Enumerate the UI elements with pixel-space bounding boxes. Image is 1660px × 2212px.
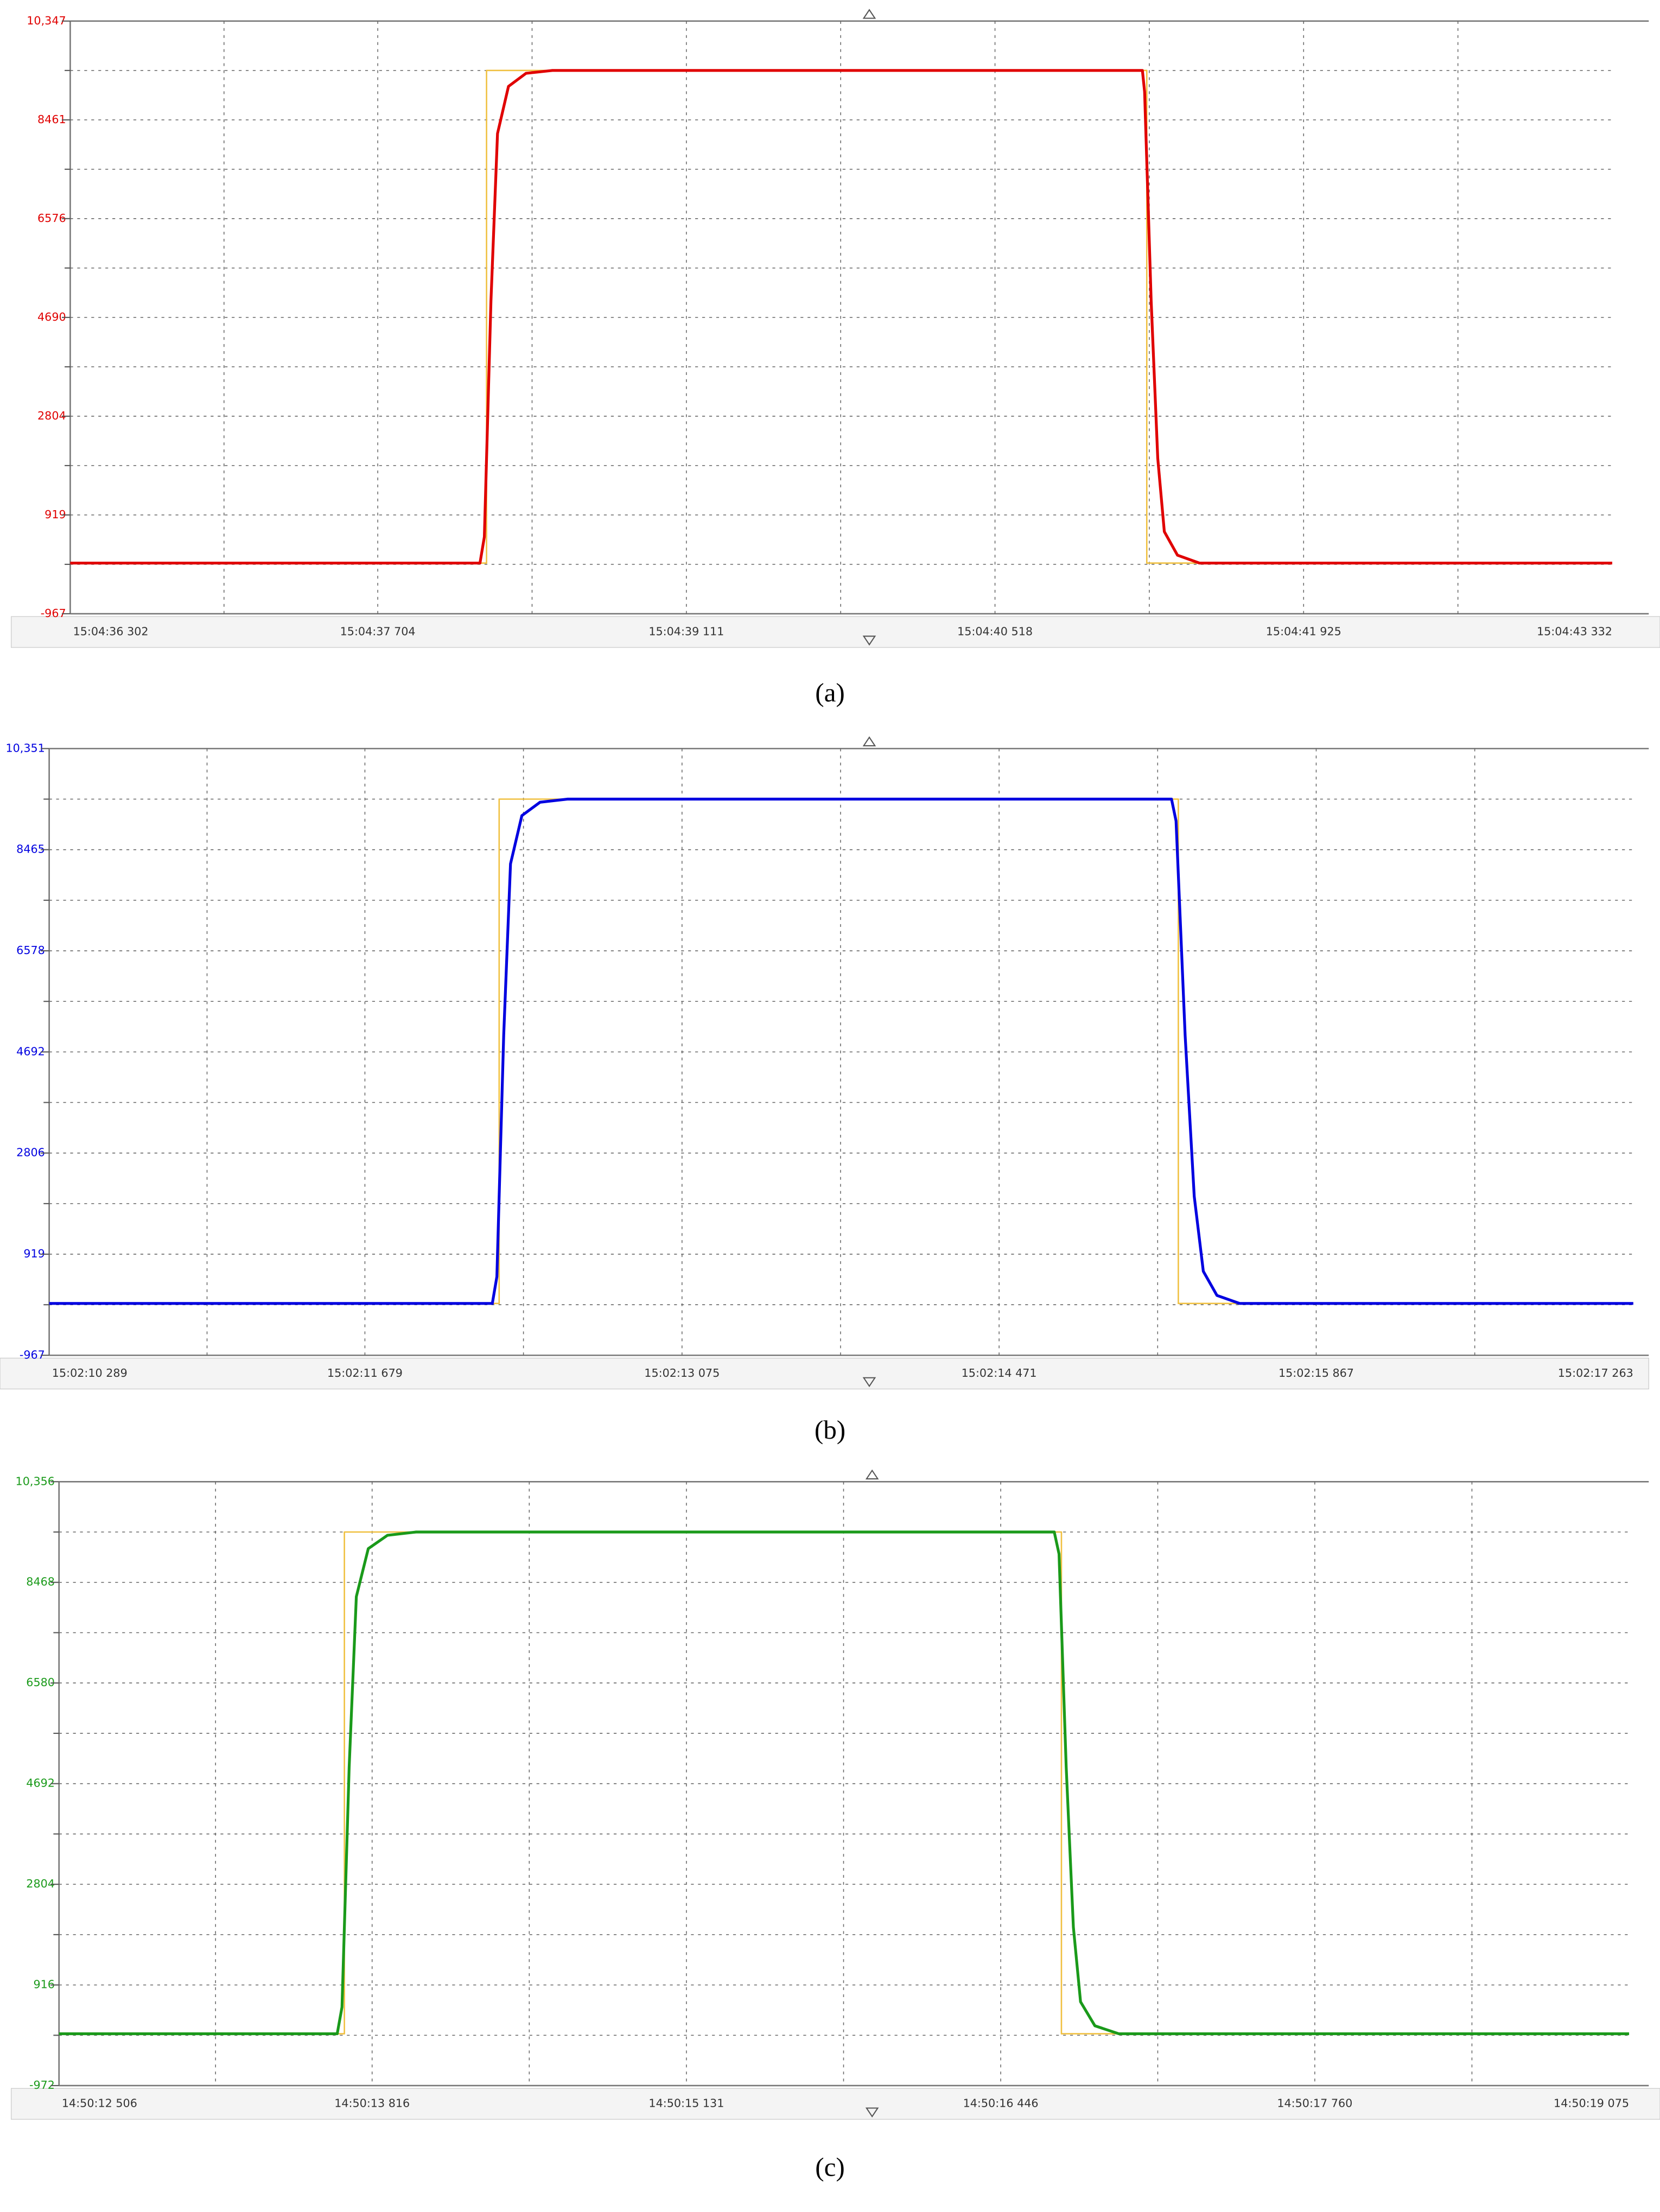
y-tick-label: 6580 — [26, 1676, 55, 1689]
reference-line — [70, 69, 1612, 564]
y-tick-label: 8465 — [16, 843, 45, 856]
x-tick-label: 15:02:14 471 — [962, 1366, 1037, 1380]
x-tick-label: 15:04:39 111 — [648, 625, 724, 638]
y-tick-label: 6578 — [16, 944, 45, 957]
x-tick-label: 14:50:15 131 — [648, 2097, 724, 2110]
x-axis-band — [11, 616, 1660, 648]
caption: (a) — [815, 677, 845, 707]
x-tick-label: 14:50:12 506 — [62, 2097, 137, 2110]
reference-line — [49, 798, 1633, 1305]
x-tick-label: 15:04:37 704 — [340, 625, 416, 638]
y-tick-label: -967 — [20, 1348, 45, 1361]
y-tick-label: -972 — [29, 2078, 55, 2092]
y-tick-label: 2806 — [16, 1146, 45, 1159]
x-tick-label: 14:50:16 446 — [963, 2097, 1039, 2110]
y-tick-label: 10,356 — [16, 1474, 55, 1488]
x-tick-label: 15:04:36 302 — [73, 625, 149, 638]
y-tick-label: 8461 — [37, 113, 66, 126]
signal-line — [70, 69, 1612, 565]
top-marker — [862, 736, 876, 747]
top-marker — [862, 9, 876, 19]
x-tick-label: 15:02:11 679 — [327, 1366, 403, 1380]
caption: (c) — [815, 2152, 845, 2182]
bottom-marker — [862, 635, 876, 646]
signal-line — [49, 797, 1633, 1305]
x-tick-label: 14:50:13 816 — [334, 2097, 410, 2110]
x-tick-label: 15:02:15 867 — [1279, 1366, 1354, 1380]
y-tick-label: 6576 — [37, 212, 66, 225]
y-tick-label: 2804 — [26, 1877, 55, 1890]
y-tick-label: 4692 — [26, 1777, 55, 1790]
y-tick-label: 4692 — [16, 1045, 45, 1058]
caption: (b) — [815, 1415, 845, 1445]
x-tick-label: 14:50:17 760 — [1277, 2097, 1352, 2110]
x-tick-label: 15:02:13 075 — [644, 1366, 720, 1380]
x-tick-label: 15:04:41 925 — [1266, 625, 1341, 638]
y-tick-label: -967 — [41, 607, 66, 620]
y-tick-label: 2804 — [37, 409, 66, 422]
x-tick-label: 15:04:40 518 — [957, 625, 1033, 638]
x-tick-label: 15:02:10 289 — [52, 1366, 128, 1380]
bottom-marker — [865, 2107, 879, 2118]
x-axis-band — [11, 2088, 1660, 2120]
signal-line — [59, 1530, 1630, 2036]
y-tick-label: 10,347 — [27, 14, 66, 27]
y-tick-label: 8468 — [26, 1575, 55, 1588]
y-tick-label: 10,351 — [5, 741, 44, 754]
x-tick-label: 14:50:19 075 — [1554, 2097, 1629, 2110]
y-tick-label: 4690 — [37, 310, 66, 323]
reference-line — [59, 1531, 1630, 2035]
x-tick-label: 15:02:17 263 — [1558, 1366, 1633, 1380]
bottom-marker — [862, 1377, 876, 1388]
x-axis-band — [0, 1357, 1649, 1390]
x-tick-label: 15:04:43 332 — [1537, 625, 1612, 638]
top-marker — [865, 1469, 879, 1480]
